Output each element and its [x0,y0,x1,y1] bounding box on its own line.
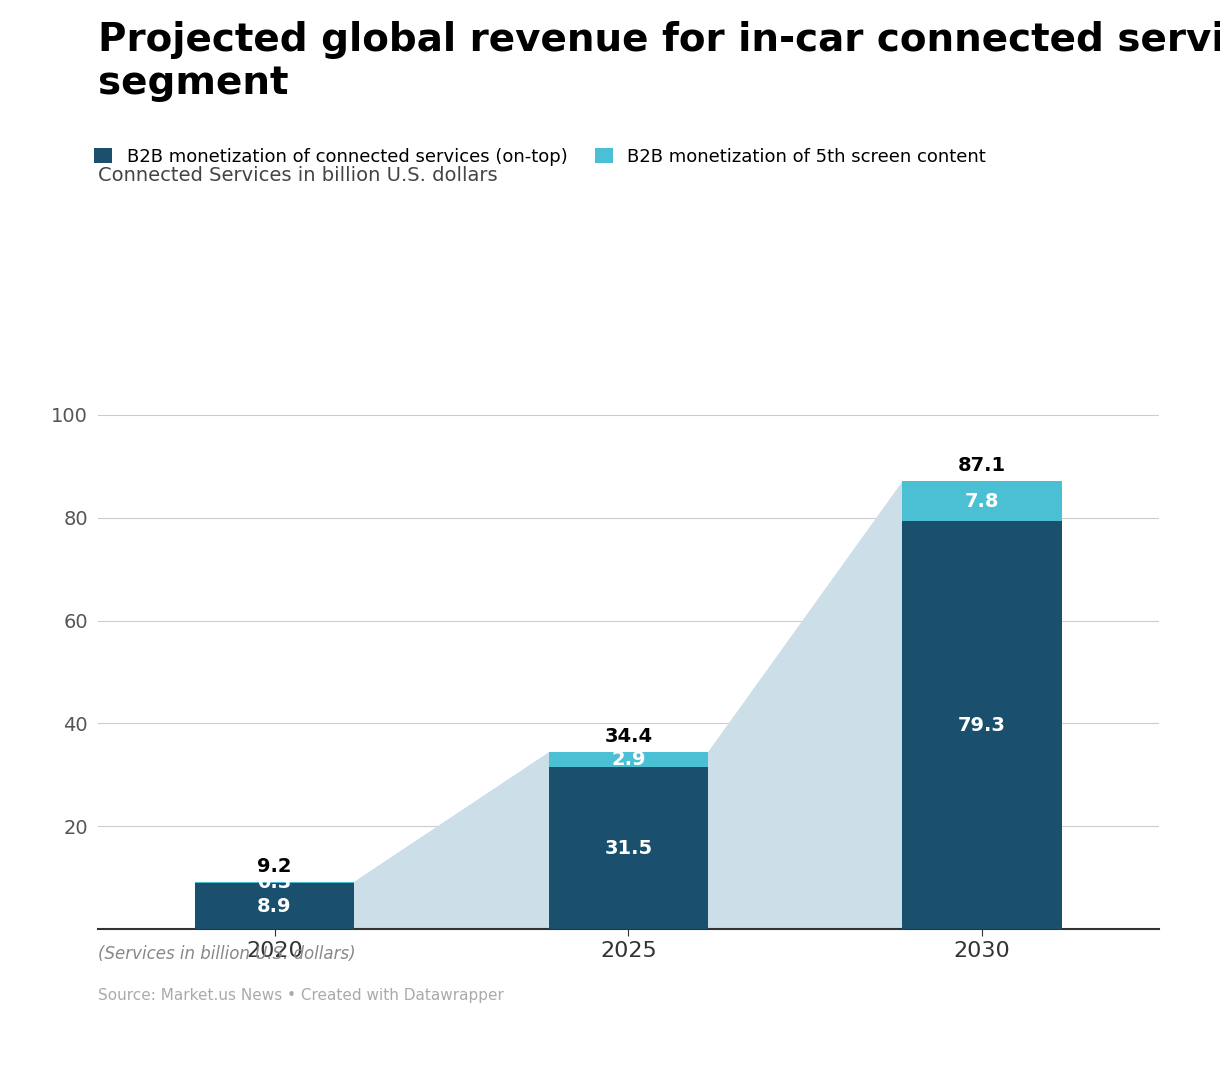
Bar [195,882,354,883]
Bar [903,482,1061,521]
Text: 34.4: 34.4 [604,727,653,747]
Text: 7.8: 7.8 [965,492,999,511]
Legend: B2B monetization of connected services (on-top), B2B monetization of 5th screen : B2B monetization of connected services (… [87,141,993,173]
Text: Connected Services in billion U.S. dollars: Connected Services in billion U.S. dolla… [98,166,498,185]
Text: 8.9: 8.9 [257,897,292,915]
Text: 0.3: 0.3 [257,874,292,892]
Bar [549,752,708,767]
Text: 2.9: 2.9 [611,750,645,769]
Text: 31.5: 31.5 [604,838,653,858]
Text: (Services in billion U.S. dollars): (Services in billion U.S. dollars) [98,945,355,963]
Text: Projected global revenue for in-car connected services, by
segment: Projected global revenue for in-car conn… [98,21,1220,101]
Text: 9.2: 9.2 [257,857,292,876]
Polygon shape [195,482,1061,929]
Bar [195,883,354,929]
Text: Source: Market.us News • Created with Datawrapper: Source: Market.us News • Created with Da… [98,988,504,1003]
Text: 87.1: 87.1 [958,456,1006,475]
Bar [549,767,708,929]
Bar [903,521,1061,929]
Text: 79.3: 79.3 [958,716,1006,735]
